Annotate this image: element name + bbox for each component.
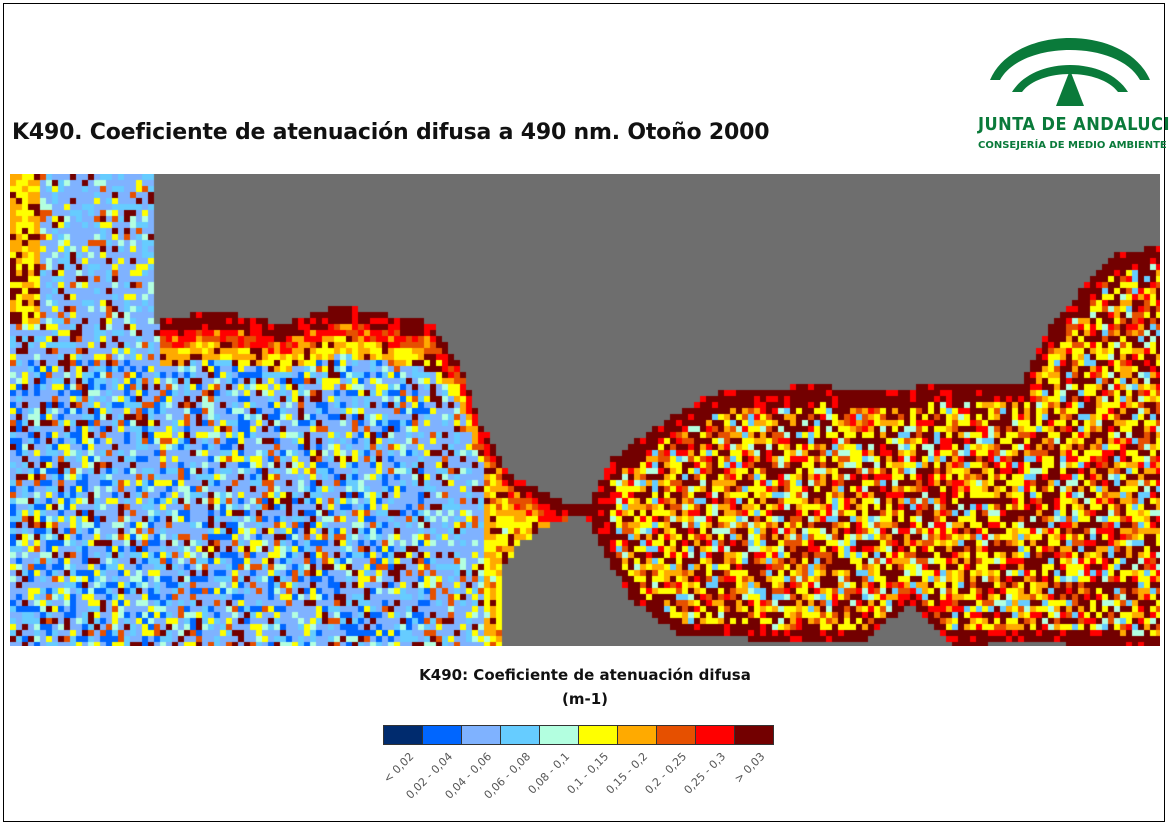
legend-unit: (m-1)	[561, 690, 608, 708]
legend-tick-label: 0,25 - 0,3	[681, 750, 729, 797]
legend-tick-label: 0,08 - 0,1	[525, 750, 573, 797]
legend-title: K490: Coeficiente de atenuación difusa	[419, 666, 751, 684]
legend-swatch	[540, 726, 579, 744]
legend-color-scale	[383, 725, 774, 745]
legend-swatch	[384, 726, 423, 744]
page-title: K490. Coeficiente de atenuación difusa a…	[12, 120, 770, 145]
legend-swatch	[423, 726, 462, 744]
legend-swatch	[657, 726, 696, 744]
legend-swatch	[696, 726, 735, 744]
legend-swatch	[618, 726, 657, 744]
legend-tick-label: > 0,03	[731, 750, 768, 786]
legend-swatch	[579, 726, 618, 744]
legend-tick-label: < 0,02	[380, 750, 417, 786]
legend-tick-labels: < 0,02 0,02 - 0,04 0,04 - 0,06 0,06 - 0,08 0…	[380, 750, 775, 820]
legend-tick-label: 0,15 - 0,2	[603, 750, 651, 797]
logo-emblem-icon	[990, 38, 1150, 106]
legend-tick-label: 0,2 - 0,25	[642, 750, 690, 797]
logo-subtitle: CONSEJERÍA DE MEDIO AMBIENTE	[978, 140, 1167, 151]
legend-swatch	[501, 726, 540, 744]
legend-tick-label: 0,1 - 0,15	[564, 750, 612, 797]
legend-swatch	[735, 726, 773, 744]
k490-map	[10, 174, 1160, 646]
legend-swatch	[462, 726, 501, 744]
junta-andalucia-logo: JUNTA DE ANDALUCIA CONSEJERÍA DE MEDIO A…	[978, 18, 1170, 158]
logo-name: JUNTA DE ANDALUCIA	[978, 114, 1170, 135]
k490-raster	[10, 174, 1160, 646]
